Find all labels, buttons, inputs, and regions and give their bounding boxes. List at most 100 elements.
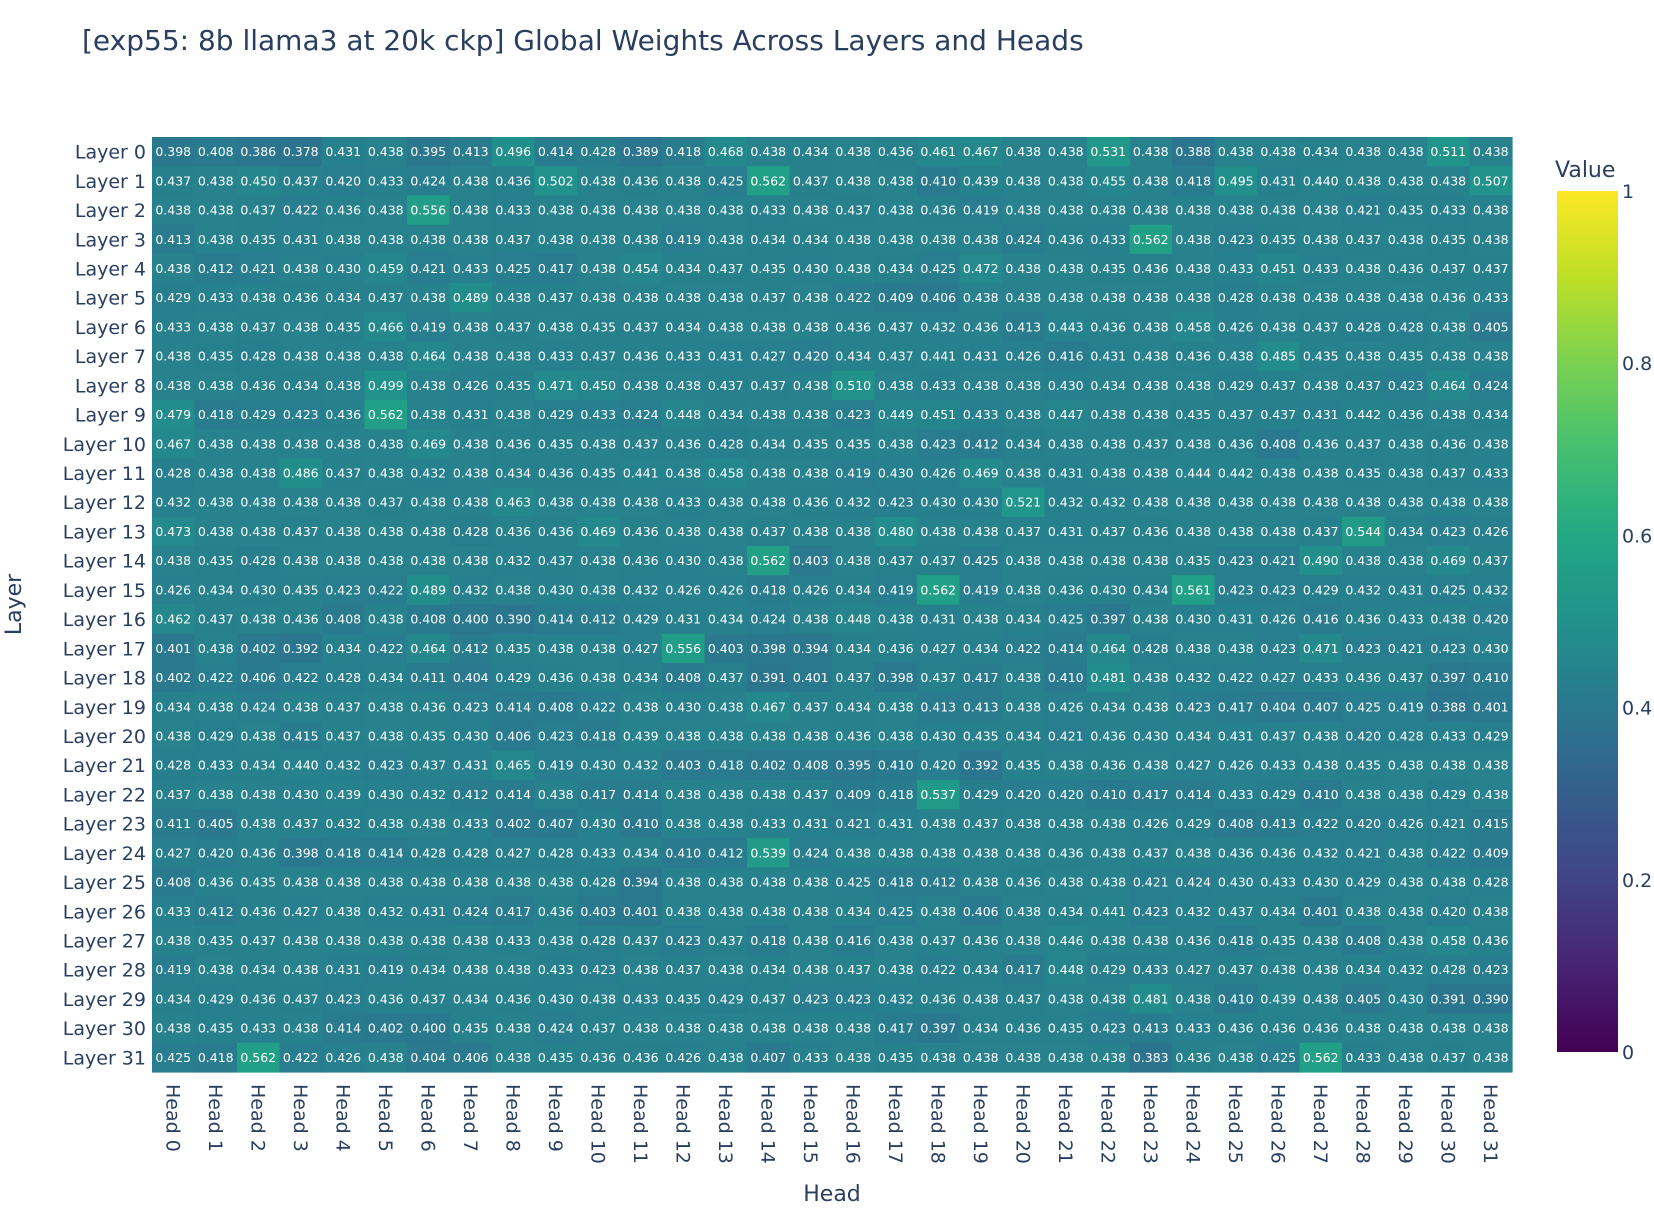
- cell-value-label: 0.438: [1303, 495, 1339, 510]
- heatmap-cell: [364, 312, 408, 343]
- cell-value-label: 0.434: [708, 407, 744, 422]
- cell-value-label: 0.432: [835, 495, 871, 510]
- cell-value-label: 0.437: [1090, 524, 1126, 539]
- heatmap-cell: [152, 166, 196, 197]
- heatmap-cell: [1299, 896, 1343, 927]
- cell-value-label: 0.426: [1218, 758, 1254, 773]
- heatmap-cell: [1384, 166, 1428, 197]
- heatmap-cell: [1129, 662, 1173, 693]
- cell-value-label: 0.429: [495, 670, 531, 685]
- heatmap-cell: [152, 429, 196, 460]
- cell-value-label: 0.401: [793, 670, 829, 685]
- heatmap-cell: [1427, 633, 1471, 664]
- heatmap-cell: [534, 662, 578, 693]
- heatmap-cell: [279, 575, 323, 606]
- cell-value-label: 0.438: [1005, 553, 1041, 568]
- heatmap-cell: [704, 662, 748, 693]
- cell-value-label: 0.436: [1175, 349, 1211, 364]
- heatmap-cell: [534, 312, 578, 343]
- heatmap-cell: [1342, 575, 1386, 606]
- cell-value-label: 0.436: [1090, 758, 1126, 773]
- heatmap-cell: [1002, 370, 1046, 401]
- heatmap-cell: [832, 779, 876, 810]
- heatmap-cell: [364, 1013, 408, 1044]
- heatmap-cell: [1044, 516, 1088, 547]
- cell-value-label: 0.438: [1048, 816, 1084, 831]
- cell-value-label: 0.438: [1175, 845, 1211, 860]
- heatmap-cell: [662, 166, 706, 197]
- cell-value-label: 0.408: [1218, 816, 1254, 831]
- heatmap-cell: [407, 312, 451, 343]
- cell-value-label: 0.438: [453, 232, 489, 247]
- heatmap-cell: [407, 137, 451, 167]
- heatmap-cell: [237, 955, 281, 985]
- heatmap-cell: [407, 867, 451, 898]
- heatmap-cell: [1044, 896, 1088, 927]
- heatmap-cell: [1469, 604, 1513, 635]
- heatmap-cell: [1044, 195, 1088, 226]
- cell-value-label: 0.413: [155, 232, 191, 247]
- heatmap-cell: [194, 721, 238, 752]
- heatmap-cell: [322, 516, 366, 547]
- heatmap-cell: [577, 955, 621, 985]
- cell-value-label: 0.438: [708, 1021, 744, 1036]
- cell-value-label: 0.428: [1473, 875, 1509, 890]
- cell-value-label: 0.425: [1048, 612, 1084, 627]
- cell-value-label: 0.418: [750, 933, 786, 948]
- cell-value-label: 0.437: [878, 319, 914, 334]
- heatmap-cell: [1427, 253, 1471, 284]
- heatmap-cell: [1257, 341, 1301, 372]
- x-tick-label: Head 4: [331, 1084, 353, 1152]
- cell-value-label: 0.427: [623, 641, 659, 656]
- cell-value-label: 0.438: [1090, 203, 1126, 218]
- cell-value-label: 0.486: [283, 466, 319, 481]
- heatmap-cell: [1469, 867, 1513, 898]
- cell-value-label: 0.438: [878, 203, 914, 218]
- heatmap-cell: [449, 341, 493, 372]
- heatmap-cell: [152, 283, 196, 313]
- heatmap-cell: [704, 429, 748, 460]
- heatmap-cell: [619, 925, 663, 956]
- heatmap-cell: [1214, 662, 1258, 693]
- cell-value-label: 0.425: [1260, 1050, 1296, 1065]
- cell-value-label: 0.423: [1090, 1021, 1126, 1036]
- heatmap-cell: [832, 867, 876, 898]
- heatmap-cell: [1044, 604, 1088, 635]
- heatmap-cell: [1129, 633, 1173, 664]
- cell-value-label: 0.562: [920, 582, 956, 597]
- cell-value-label: 0.438: [1090, 816, 1126, 831]
- y-tick-label: Layer 0: [75, 142, 146, 164]
- heatmap-cell: [704, 692, 748, 722]
- heatmap-cell: [194, 604, 238, 635]
- heatmap-cell: [1384, 984, 1428, 1015]
- cell-value-label: 0.469: [963, 466, 999, 481]
- heatmap-cell: [322, 487, 366, 518]
- cell-value-label: 0.414: [1175, 787, 1211, 802]
- heatmap-cell: [1384, 838, 1428, 869]
- cell-value-label: 0.438: [1345, 904, 1381, 919]
- heatmap-cell: [492, 370, 536, 401]
- heatmap-cell: [407, 721, 451, 752]
- heatmap-cell: [704, 341, 748, 372]
- heatmap-cell: [1044, 224, 1088, 255]
- cell-value-label: 0.438: [793, 407, 829, 422]
- cell-value-label: 0.437: [623, 319, 659, 334]
- heatmap-cell: [1129, 838, 1173, 869]
- cell-value-label: 0.419: [963, 203, 999, 218]
- heatmap-cell: [1257, 458, 1301, 489]
- heatmap-cell: [194, 779, 238, 810]
- cell-value-label: 0.438: [963, 232, 999, 247]
- cell-value-label: 0.438: [1048, 203, 1084, 218]
- cell-value-label: 0.437: [240, 933, 276, 948]
- cell-value-label: 0.422: [368, 582, 404, 597]
- cell-value-label: 0.438: [920, 232, 956, 247]
- heatmap-cell: [917, 516, 961, 547]
- cell-value-label: 0.438: [1345, 1021, 1381, 1036]
- cell-value-label: 0.436: [538, 466, 574, 481]
- heatmap-cell: [1172, 166, 1216, 197]
- y-tick-label: Layer 20: [63, 726, 146, 748]
- cell-value-label: 0.418: [878, 875, 914, 890]
- cell-value-label: 0.481: [1090, 670, 1126, 685]
- cell-value-label: 0.432: [495, 553, 531, 568]
- heatmap-cell: [1044, 867, 1088, 898]
